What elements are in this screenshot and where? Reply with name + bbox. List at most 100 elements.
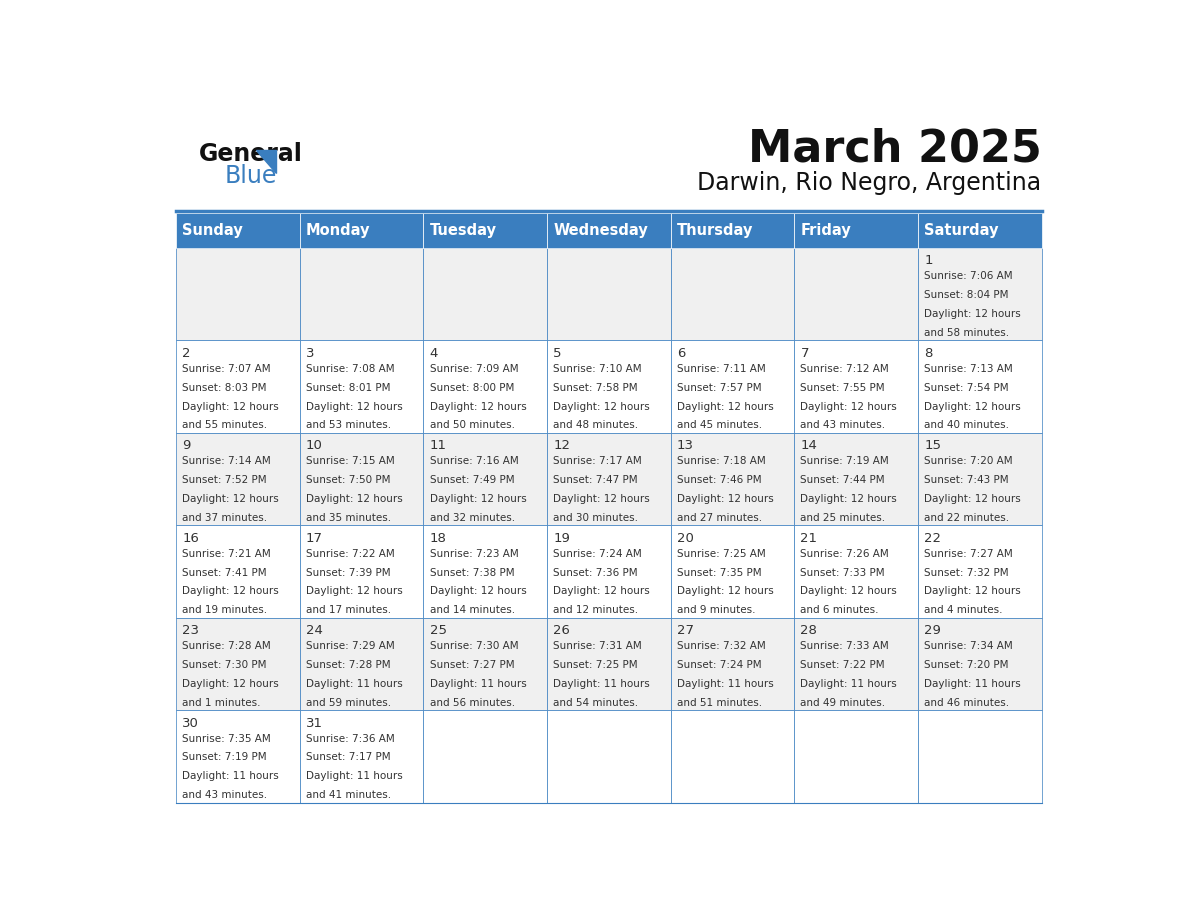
Text: Daylight: 11 hours: Daylight: 11 hours	[182, 771, 279, 781]
Text: Sunrise: 7:32 AM: Sunrise: 7:32 AM	[677, 641, 765, 651]
Bar	[176, 618, 299, 711]
Text: Daylight: 12 hours: Daylight: 12 hours	[801, 401, 897, 411]
Text: Daylight: 11 hours: Daylight: 11 hours	[801, 679, 897, 688]
Text: Daylight: 11 hours: Daylight: 11 hours	[307, 679, 403, 688]
Text: and 59 minutes.: and 59 minutes.	[307, 698, 391, 708]
Text: and 27 minutes.: and 27 minutes.	[677, 513, 762, 523]
Text: Sunset: 7:20 PM: Sunset: 7:20 PM	[924, 660, 1009, 670]
Text: General: General	[200, 142, 303, 166]
Text: Daylight: 11 hours: Daylight: 11 hours	[430, 679, 526, 688]
Text: and 46 minutes.: and 46 minutes.	[924, 698, 1010, 708]
Text: Daylight: 12 hours: Daylight: 12 hours	[307, 494, 403, 504]
Bar	[299, 341, 423, 433]
Text: Sunset: 8:00 PM: Sunset: 8:00 PM	[430, 383, 514, 393]
Text: and 49 minutes.: and 49 minutes.	[801, 698, 885, 708]
Bar	[423, 341, 546, 433]
Bar	[299, 711, 423, 803]
Text: and 25 minutes.: and 25 minutes.	[801, 513, 885, 523]
Bar	[795, 525, 918, 618]
Bar	[918, 248, 1042, 341]
Text: 5: 5	[554, 347, 562, 360]
Text: and 1 minutes.: and 1 minutes.	[182, 698, 261, 708]
Text: Monday: Monday	[307, 223, 371, 238]
Text: Sunday: Sunday	[182, 223, 244, 238]
Text: 11: 11	[430, 440, 447, 453]
Text: Sunset: 7:38 PM: Sunset: 7:38 PM	[430, 567, 514, 577]
Text: Daylight: 11 hours: Daylight: 11 hours	[554, 679, 650, 688]
Text: Sunset: 7:36 PM: Sunset: 7:36 PM	[554, 567, 638, 577]
Text: Sunrise: 7:09 AM: Sunrise: 7:09 AM	[430, 364, 518, 374]
Text: 24: 24	[307, 624, 323, 637]
Text: Sunset: 7:41 PM: Sunset: 7:41 PM	[182, 567, 267, 577]
Bar	[795, 213, 918, 248]
Bar	[299, 618, 423, 711]
Text: 9: 9	[182, 440, 191, 453]
Text: Sunset: 7:47 PM: Sunset: 7:47 PM	[554, 475, 638, 485]
Bar	[423, 711, 546, 803]
Text: Sunrise: 7:31 AM: Sunrise: 7:31 AM	[554, 641, 642, 651]
Text: Sunset: 7:22 PM: Sunset: 7:22 PM	[801, 660, 885, 670]
Bar	[671, 213, 795, 248]
Text: Daylight: 11 hours: Daylight: 11 hours	[677, 679, 773, 688]
Bar	[671, 433, 795, 525]
Text: Sunset: 7:35 PM: Sunset: 7:35 PM	[677, 567, 762, 577]
Text: 18: 18	[430, 532, 447, 545]
Text: and 14 minutes.: and 14 minutes.	[430, 606, 514, 615]
Text: Sunrise: 7:23 AM: Sunrise: 7:23 AM	[430, 549, 518, 558]
Text: Saturday: Saturday	[924, 223, 999, 238]
Text: Sunrise: 7:13 AM: Sunrise: 7:13 AM	[924, 364, 1013, 374]
Text: and 53 minutes.: and 53 minutes.	[307, 420, 391, 431]
Text: and 12 minutes.: and 12 minutes.	[554, 606, 638, 615]
Text: Sunrise: 7:19 AM: Sunrise: 7:19 AM	[801, 456, 890, 466]
Text: Sunrise: 7:33 AM: Sunrise: 7:33 AM	[801, 641, 890, 651]
Text: Sunset: 7:33 PM: Sunset: 7:33 PM	[801, 567, 885, 577]
Text: Sunrise: 7:06 AM: Sunrise: 7:06 AM	[924, 271, 1012, 281]
Bar	[918, 213, 1042, 248]
Text: Sunset: 7:57 PM: Sunset: 7:57 PM	[677, 383, 762, 393]
Text: Sunrise: 7:11 AM: Sunrise: 7:11 AM	[677, 364, 765, 374]
Text: and 19 minutes.: and 19 minutes.	[182, 606, 267, 615]
Text: Sunrise: 7:22 AM: Sunrise: 7:22 AM	[307, 549, 394, 558]
Text: 28: 28	[801, 624, 817, 637]
Bar	[299, 433, 423, 525]
Text: Sunset: 7:19 PM: Sunset: 7:19 PM	[182, 753, 267, 763]
Bar	[546, 213, 671, 248]
Text: Sunset: 7:55 PM: Sunset: 7:55 PM	[801, 383, 885, 393]
Text: Sunrise: 7:26 AM: Sunrise: 7:26 AM	[801, 549, 890, 558]
Text: 21: 21	[801, 532, 817, 545]
Text: Sunrise: 7:29 AM: Sunrise: 7:29 AM	[307, 641, 394, 651]
Bar	[671, 525, 795, 618]
Text: and 56 minutes.: and 56 minutes.	[430, 698, 514, 708]
Bar	[671, 711, 795, 803]
Text: Sunrise: 7:10 AM: Sunrise: 7:10 AM	[554, 364, 642, 374]
Text: Daylight: 12 hours: Daylight: 12 hours	[677, 494, 773, 504]
Text: Sunrise: 7:24 AM: Sunrise: 7:24 AM	[554, 549, 642, 558]
Text: Sunrise: 7:12 AM: Sunrise: 7:12 AM	[801, 364, 890, 374]
Text: Daylight: 12 hours: Daylight: 12 hours	[677, 587, 773, 597]
Text: Sunset: 7:25 PM: Sunset: 7:25 PM	[554, 660, 638, 670]
Bar	[546, 711, 671, 803]
Text: Sunrise: 7:27 AM: Sunrise: 7:27 AM	[924, 549, 1013, 558]
Text: and 40 minutes.: and 40 minutes.	[924, 420, 1009, 431]
Text: Sunrise: 7:30 AM: Sunrise: 7:30 AM	[430, 641, 518, 651]
Text: Sunrise: 7:35 AM: Sunrise: 7:35 AM	[182, 733, 271, 744]
Text: 7: 7	[801, 347, 809, 360]
Text: 26: 26	[554, 624, 570, 637]
Text: and 9 minutes.: and 9 minutes.	[677, 606, 756, 615]
Text: Daylight: 12 hours: Daylight: 12 hours	[182, 679, 279, 688]
Text: Sunset: 7:46 PM: Sunset: 7:46 PM	[677, 475, 762, 485]
Bar	[546, 525, 671, 618]
Text: and 51 minutes.: and 51 minutes.	[677, 698, 762, 708]
Text: Daylight: 12 hours: Daylight: 12 hours	[182, 587, 279, 597]
Text: Sunrise: 7:28 AM: Sunrise: 7:28 AM	[182, 641, 271, 651]
Bar	[918, 341, 1042, 433]
Text: March 2025: March 2025	[747, 128, 1042, 171]
Text: Daylight: 12 hours: Daylight: 12 hours	[307, 587, 403, 597]
Bar	[671, 248, 795, 341]
Text: and 22 minutes.: and 22 minutes.	[924, 513, 1010, 523]
Bar	[176, 213, 299, 248]
Text: Sunset: 7:44 PM: Sunset: 7:44 PM	[801, 475, 885, 485]
Text: Daylight: 12 hours: Daylight: 12 hours	[677, 401, 773, 411]
Text: 13: 13	[677, 440, 694, 453]
Text: 10: 10	[307, 440, 323, 453]
